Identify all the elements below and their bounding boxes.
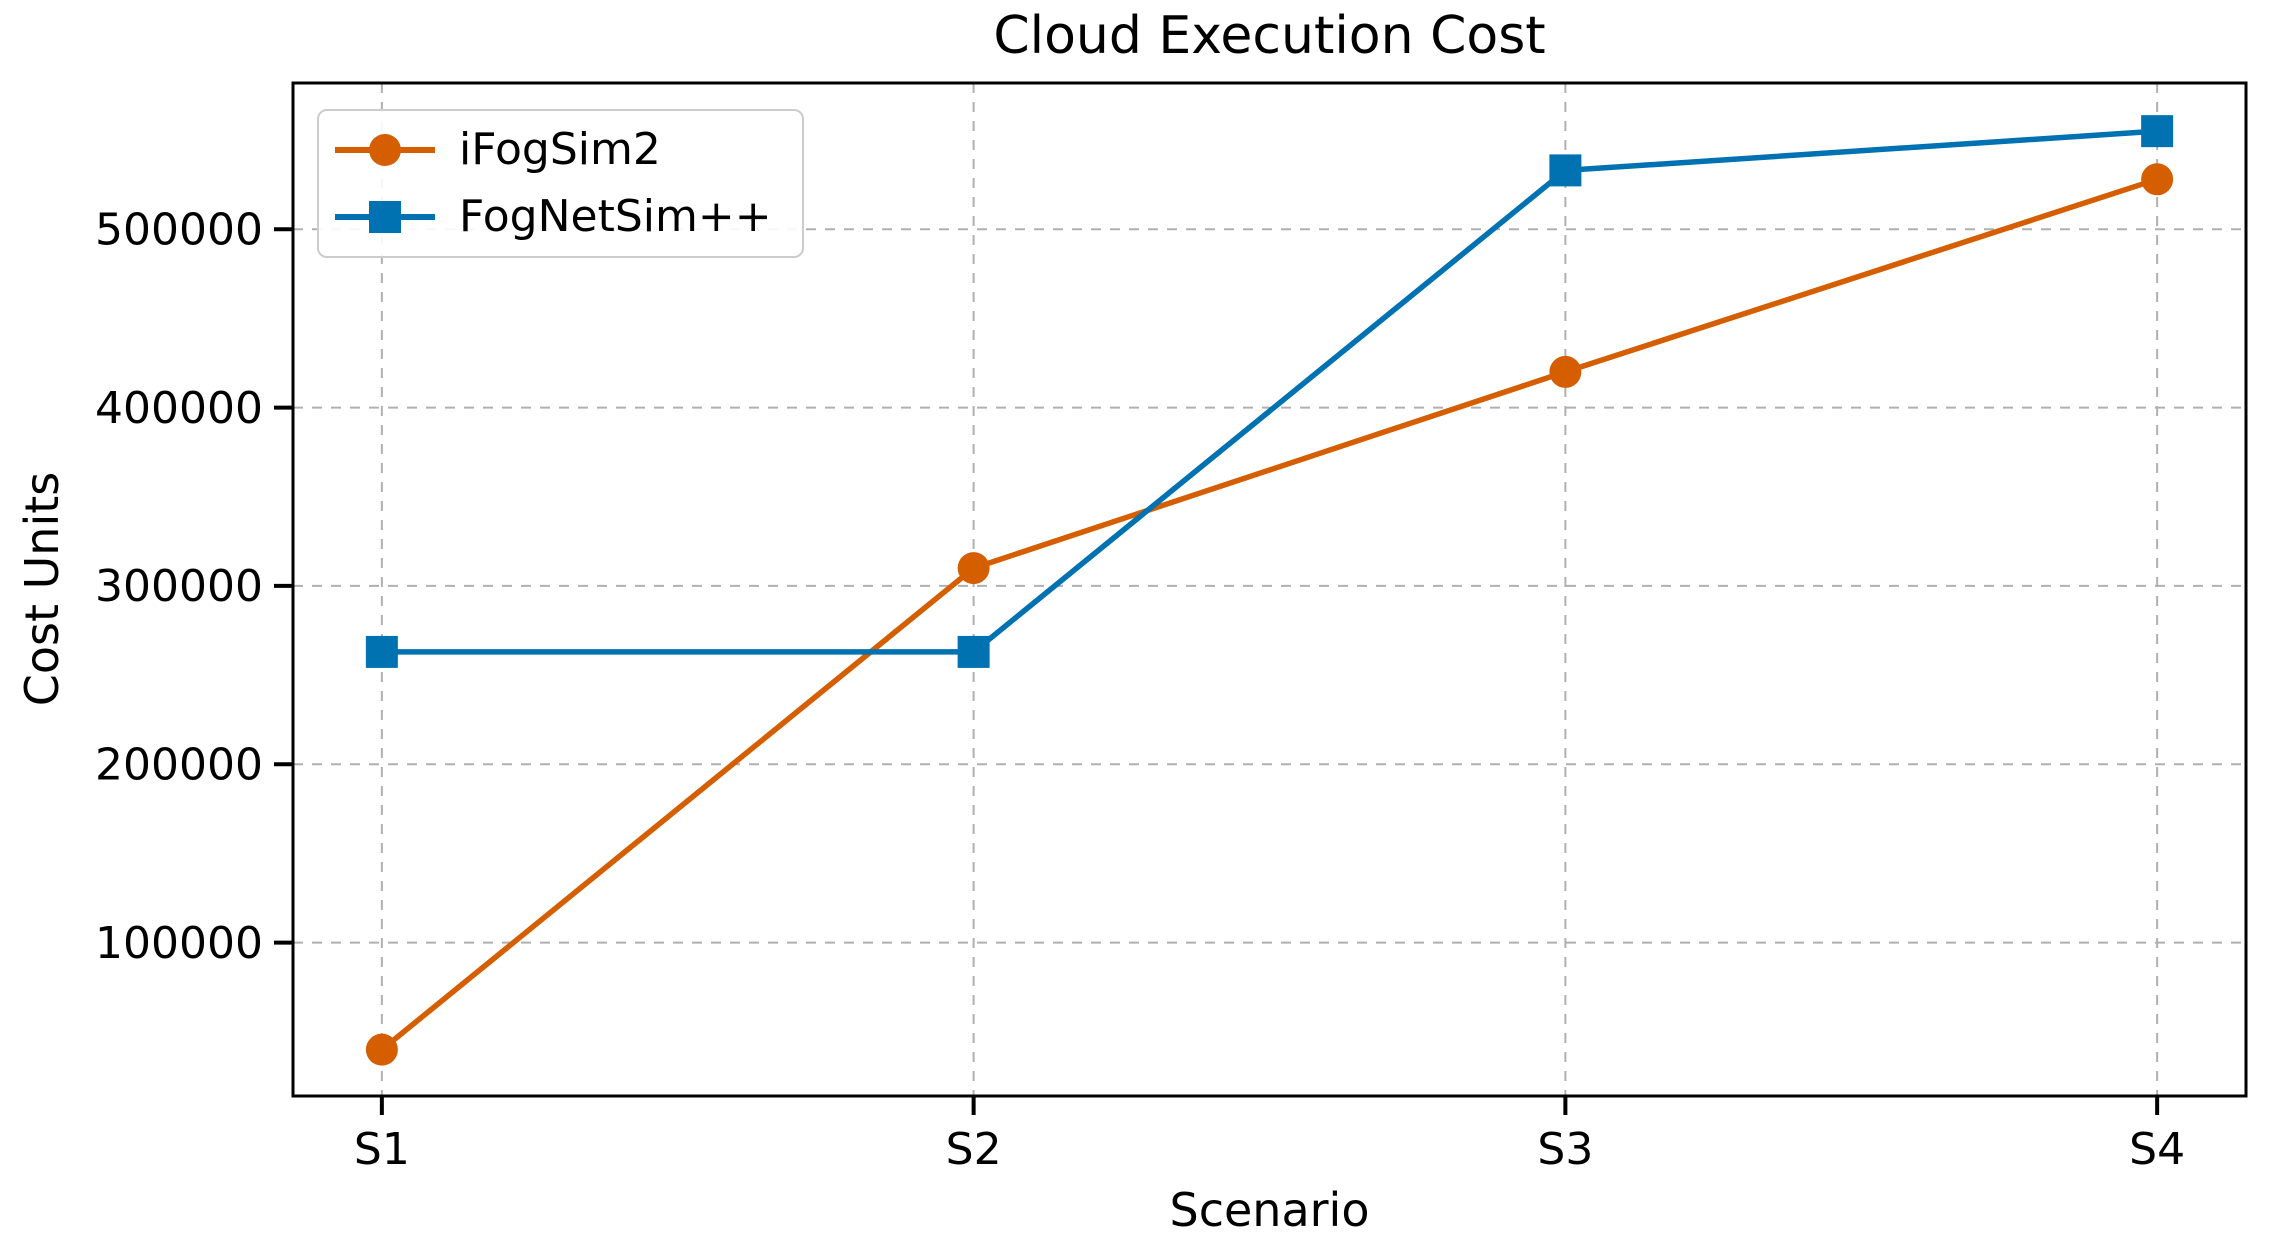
data-point-square-icon	[365, 635, 398, 668]
legend-marker-circle-icon	[335, 130, 435, 170]
data-point-square-icon	[2141, 115, 2174, 148]
x-tick-label: S2	[946, 1124, 1002, 1175]
y-tick-label: 400000	[95, 383, 263, 434]
y-axis-label: Cost Units	[15, 471, 69, 707]
y-tick-label: 300000	[95, 561, 263, 612]
data-point-circle-icon	[957, 552, 990, 585]
legend: iFogSim2 FogNetSim++	[317, 109, 804, 259]
data-point-circle-icon	[365, 1033, 398, 1066]
data-point-square-icon	[1549, 154, 1582, 187]
legend-label: FogNetSim++	[459, 190, 772, 242]
legend-item: FogNetSim++	[335, 190, 772, 243]
legend-marker-square-icon	[335, 197, 435, 237]
legend-marker-square-icon	[369, 200, 401, 233]
x-tick-label: S3	[1537, 1124, 1593, 1175]
legend-marker-circle-icon	[369, 134, 401, 167]
x-axis-label: Scenario	[1169, 1183, 1370, 1237]
data-point-square-icon	[957, 635, 990, 668]
x-tick-label: S4	[2129, 1124, 2185, 1175]
data-point-circle-icon	[1549, 355, 1582, 388]
chart-title: Cloud Execution Cost	[993, 6, 1546, 66]
series-line	[379, 128, 2160, 655]
y-tick-label: 500000	[95, 204, 263, 255]
data-point-circle-icon	[2141, 163, 2174, 196]
y-tick-label: 100000	[95, 918, 263, 969]
legend-item: iFogSim2	[335, 124, 772, 176]
series-line	[379, 176, 2160, 1053]
y-tick-label: 200000	[95, 739, 263, 790]
x-tick-label: S1	[354, 1124, 410, 1175]
plot-area: 100000 200000 300000 400000 500000 S1 S2 S3 S4 i…	[95, 81, 2248, 1175]
plot-spines	[291, 81, 2248, 1098]
legend-label: iFogSim2	[459, 124, 661, 175]
plot-canvas: 100000 200000 300000 400000 500000 S1 S2 S3 S4	[95, 81, 2248, 1175]
